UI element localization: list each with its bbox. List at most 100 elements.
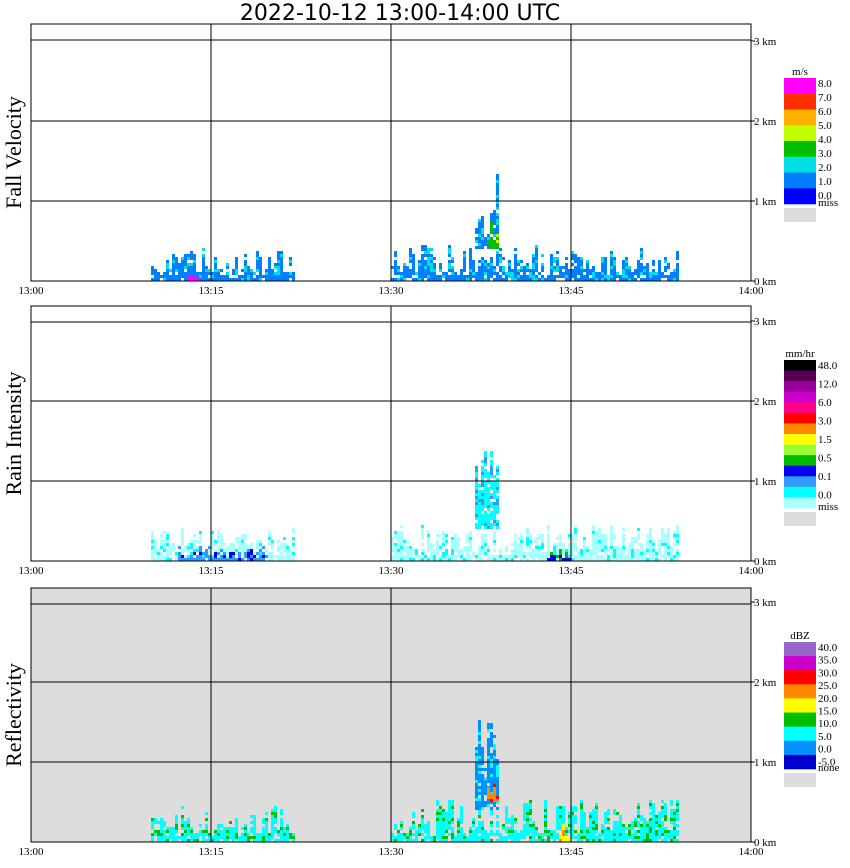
rain-intensity-echo-cell [661, 537, 664, 540]
fall-velocity-echo-cell [181, 272, 184, 275]
rain-intensity-echo-cell [571, 549, 574, 552]
reflectivity-echo-cell [460, 812, 463, 815]
rain-intensity-echo-cell [655, 552, 658, 555]
reflectivity-echo-cell [613, 824, 616, 827]
reflectivity-echo-cell [592, 809, 595, 812]
fall-velocity-echo-cell [409, 269, 412, 272]
reflectivity-echo-cell [211, 839, 214, 842]
rain-intensity-colorbar-label: 0.0 [818, 490, 832, 502]
fall-velocity-colorbar-label: 7.0 [818, 92, 832, 104]
reflectivity-echo-cell [655, 818, 658, 821]
reflectivity-echo-cell [565, 836, 568, 839]
rain-intensity-echo-cell [391, 555, 394, 558]
rain-intensity-echo-cell [394, 534, 397, 537]
fall-velocity-echo-cell [277, 278, 280, 281]
rain-intensity-echo-cell [205, 549, 208, 552]
rain-intensity-echo-cell [247, 552, 250, 555]
reflectivity-echo-cell [427, 830, 430, 833]
rain-intensity-echo-cell [598, 531, 601, 534]
reflectivity-echo-cell [481, 750, 484, 753]
rain-intensity-echo-cell [208, 546, 211, 549]
rain-intensity-echo-cell [490, 451, 493, 454]
fall-velocity-echo-cell [580, 275, 583, 278]
fall-velocity-echo-cell [406, 272, 409, 275]
rain-intensity-echo-cell [649, 549, 652, 552]
rain-intensity-echo-cell [541, 543, 544, 546]
fall-velocity-colorbar-label: 1.0 [818, 176, 832, 188]
rain-intensity-echo-cell [541, 540, 544, 543]
fall-velocity-echo-cell [490, 213, 493, 216]
rain-intensity-echo-cell [661, 543, 664, 546]
rain-intensity-echo-cell [487, 526, 490, 529]
fall-velocity-echo-cell [622, 260, 625, 263]
rain-intensity-echo-cell [226, 549, 229, 552]
fall-velocity-echo-cell [268, 275, 271, 278]
reflectivity-echo-cell [451, 803, 454, 806]
reflectivity-echo-cell [556, 818, 559, 821]
rain-intensity-echo-cell [631, 546, 634, 549]
fall-velocity-echo-cell [478, 246, 481, 249]
rain-intensity-echo-cell [493, 549, 496, 552]
rain-intensity-echo-cell [574, 543, 577, 546]
fall-velocity-echo-cell [586, 272, 589, 275]
reflectivity-echo-cell [451, 809, 454, 812]
fall-velocity-echo-cell [478, 231, 481, 234]
rain-intensity-echo-cell [163, 531, 166, 534]
reflectivity-echo-cell [271, 821, 274, 824]
rain-intensity-echo-cell [151, 546, 154, 549]
rain-intensity-echo-cell [478, 502, 481, 505]
fall-velocity-echo-cell [577, 266, 580, 269]
rain-intensity-y-tick-label: 1 km [754, 476, 777, 488]
reflectivity-echo-cell [238, 839, 241, 842]
fall-velocity-echo-cell [667, 266, 670, 269]
reflectivity-echo-cell [184, 833, 187, 836]
fall-velocity-echo-cell [580, 269, 583, 272]
reflectivity-echo-cell [472, 839, 475, 842]
reflectivity-echo-cell [232, 830, 235, 833]
rain-intensity-echo-cell [484, 505, 487, 508]
rain-intensity-echo-cell [250, 552, 253, 555]
reflectivity-echo-cell [439, 812, 442, 815]
reflectivity-echo-cell [556, 812, 559, 815]
fall-velocity-echo-cell [193, 257, 196, 260]
reflectivity-echo-cell [667, 833, 670, 836]
fall-velocity-echo-cell [643, 278, 646, 281]
rain-intensity-echo-cell [613, 558, 616, 561]
reflectivity-echo-cell [496, 830, 499, 833]
fall-velocity-echo-cell [577, 260, 580, 263]
reflectivity-colorbar-label: 5.0 [818, 731, 832, 743]
reflectivity-echo-cell [622, 827, 625, 830]
fall-velocity-echo-cell [232, 269, 235, 272]
rain-intensity-echo-cell [436, 549, 439, 552]
fall-velocity-echo-cell [571, 254, 574, 257]
reflectivity-echo-cell [559, 818, 562, 821]
reflectivity-echo-cell [652, 815, 655, 818]
reflectivity-echo-cell [475, 750, 478, 753]
fall-velocity-echo-cell [532, 254, 535, 257]
reflectivity-echo-cell [568, 818, 571, 821]
fall-velocity-colorbar-swatch [784, 93, 816, 110]
fall-velocity-echo-cell [589, 272, 592, 275]
fall-velocity-echo-cell [172, 266, 175, 269]
rain-intensity-echo-cell [235, 552, 238, 555]
rain-intensity-echo-cell [436, 540, 439, 543]
rain-intensity-echo-cell [244, 537, 247, 540]
reflectivity-echo-cell [481, 747, 484, 750]
fall-velocity-echo-cell [628, 275, 631, 278]
reflectivity-echo-cell [412, 824, 415, 827]
reflectivity-echo-cell [469, 836, 472, 839]
rain-intensity-echo-cell [478, 499, 481, 502]
reflectivity-echo-cell [592, 827, 595, 830]
rain-intensity-echo-cell [463, 546, 466, 549]
reflectivity-echo-cell [544, 833, 547, 836]
fall-velocity-echo-cell [463, 263, 466, 266]
reflectivity-echo-cell [559, 815, 562, 818]
rain-intensity-echo-cell [397, 534, 400, 537]
fall-velocity-echo-cell [433, 257, 436, 260]
reflectivity-echo-cell [592, 833, 595, 836]
fall-velocity-echo-cell [523, 269, 526, 272]
rain-intensity-echo-cell [667, 546, 670, 549]
rain-intensity-echo-cell [556, 549, 559, 552]
reflectivity-echo-cell [613, 812, 616, 815]
rain-intensity-echo-cell [442, 555, 445, 558]
